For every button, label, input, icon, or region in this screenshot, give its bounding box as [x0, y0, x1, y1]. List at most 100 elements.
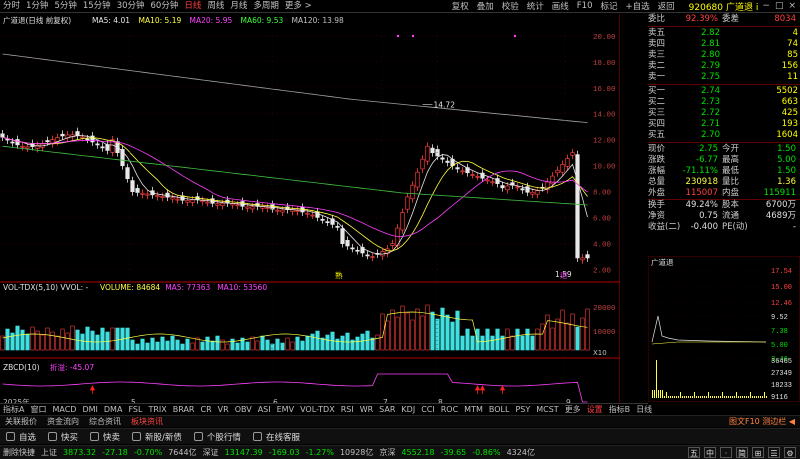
stat-label: 最高 — [722, 155, 740, 165]
indicator-tab[interactable]: MTM — [464, 405, 483, 414]
bid-row[interactable]: 买四 2.71 193 — [648, 119, 800, 130]
bid-row[interactable]: 买一 2.74 5502 — [648, 86, 800, 97]
indicator-tab[interactable]: 指标B — [608, 405, 631, 414]
indicator-tab[interactable]: KDJ — [401, 405, 416, 414]
top-tool-button[interactable]: 返回 — [657, 2, 675, 12]
period-tab[interactable]: 1分钟 — [26, 1, 49, 11]
f10-sidebar-toggle[interactable]: 图文F10 测边栏 ◀ — [728, 417, 795, 426]
indicator-tab[interactable]: 窗口 — [30, 405, 47, 414]
indicator-tab[interactable]: SAR — [379, 405, 396, 414]
period-tab[interactable]: 多周期 — [253, 1, 279, 11]
status-item[interactable]: 删除快捷 — [3, 448, 35, 457]
ask-volume: 74 — [787, 39, 798, 49]
close-icon[interactable]: × — [788, 1, 796, 11]
ask-row[interactable]: 卖一 2.75 11 — [648, 72, 800, 83]
indicator-tab[interactable]: BOLL — [488, 405, 510, 414]
toolbar-button[interactable]: 在线客服 — [247, 431, 306, 443]
indicator-tab[interactable]: EMV — [276, 405, 295, 414]
period-tab[interactable]: 分时 — [3, 1, 21, 11]
toolbar-button-label: 新股/新债 — [145, 432, 182, 443]
kline-chart-area[interactable]: 20.00 18.00 16.00 14.00 12.00 10.00 8.00 6.00 4.… — [0, 14, 620, 406]
period-tab[interactable]: 30分钟 — [116, 1, 145, 11]
bid-row[interactable]: 买三 2.72 425 — [648, 108, 800, 119]
toolbar-button[interactable]: 快买 — [42, 431, 84, 443]
status-toggle-button[interactable]: 中 — [704, 447, 716, 458]
indicator-tab[interactable]: MACD — [52, 405, 77, 414]
info-tab[interactable]: 资金流向 — [47, 417, 79, 426]
indicator-tab[interactable]: PSY — [515, 405, 531, 414]
indicator-tab[interactable]: OBV — [234, 405, 252, 414]
minimize-icon[interactable]: − — [762, 1, 770, 11]
indicator-tab[interactable]: 指标A — [3, 405, 25, 414]
indicator-tab[interactable]: RSI — [340, 405, 354, 414]
info-tab[interactable]: 板块资讯 — [131, 417, 163, 426]
indicator-tab[interactable]: MCST — [536, 405, 559, 414]
toolbar-button[interactable]: 快卖 — [84, 431, 126, 443]
toolbar-button[interactable]: 自选 — [0, 431, 42, 443]
period-tab[interactable]: 5分钟 — [54, 1, 77, 11]
indicator-tab[interactable]: FSL — [128, 405, 143, 414]
stat-value: -6.77 — [696, 155, 718, 165]
top-tool-button[interactable]: F10 — [576, 1, 593, 11]
top-tool-button[interactable]: 统计 — [526, 2, 544, 12]
status-toggle-button[interactable]: ☰ — [768, 447, 780, 458]
indicator-tab[interactable]: 更多 — [564, 405, 581, 414]
mini-volume-tick: 9116 — [771, 394, 788, 402]
toolbar-button[interactable]: 新股/新债 — [126, 431, 188, 443]
high-label: 14.72 — [434, 100, 456, 109]
mini-price-tick: 9.52 — [771, 314, 788, 322]
mini-price-tick: 12.46 — [771, 300, 792, 308]
bid-row[interactable]: 买二 2.73 663 — [648, 97, 800, 108]
indicator-tab[interactable]: ROC — [440, 405, 459, 414]
ask-row[interactable]: 卖二 2.79 156 — [648, 61, 800, 72]
status-toggle-button[interactable]: 简 — [736, 447, 748, 458]
ask-row[interactable]: 卖三 2.80 85 — [648, 50, 800, 61]
top-tool-button[interactable]: 画线 — [551, 2, 569, 12]
status-toggle-button[interactable]: ⊞ — [752, 447, 764, 458]
period-tab[interactable]: 月线 — [230, 1, 248, 11]
weibi-row: 委比 92.39% 委差 8034 — [648, 14, 800, 25]
period-tab[interactable]: 日线 — [184, 1, 202, 11]
indicator-tab[interactable]: CCI — [421, 405, 435, 414]
indicator-tab[interactable]: TRIX — [148, 405, 167, 414]
ask-row[interactable]: 卖五 2.82 4 — [648, 28, 800, 39]
indicator-tab[interactable]: CR — [200, 405, 212, 414]
volume-unit: X10 — [593, 349, 607, 357]
ask-label: 卖一 — [648, 72, 666, 82]
indicator-tab[interactable]: DMA — [103, 405, 123, 414]
toolbar-button[interactable]: 个股行情 — [188, 431, 247, 443]
period-tab[interactable]: 60分钟 — [150, 1, 179, 11]
info-tab[interactable]: 综合资讯 — [89, 417, 121, 426]
period-tab[interactable]: 更多 > — [284, 1, 312, 11]
status-toggle-button[interactable]: ⚙ — [784, 447, 796, 458]
price-tick: 6.00 — [593, 216, 612, 224]
top-tool-button[interactable]: 叠加 — [476, 2, 494, 12]
indicator-tab[interactable]: BRAR — [172, 405, 195, 414]
indicator-tab[interactable]: ASI — [257, 405, 271, 414]
info-tab[interactable]: 关联报价 — [5, 417, 37, 426]
indicator-tab[interactable]: WR — [359, 405, 374, 414]
stat-value: 49.24% — [685, 200, 718, 210]
bid-row[interactable]: 买五 2.70 1604 — [648, 130, 800, 141]
maximize-icon[interactable]: □ — [774, 1, 784, 11]
indicator-tab[interactable]: VR — [217, 405, 229, 414]
period-tab[interactable]: 15分钟 — [82, 1, 111, 11]
status-toggle-button[interactable]: 五 — [688, 447, 700, 458]
indicator-tab[interactable]: DMI — [82, 405, 98, 414]
ask-label: 卖三 — [648, 50, 666, 60]
top-tool-button[interactable]: 标记 — [600, 2, 618, 12]
indicator-tab[interactable]: 设置 — [586, 405, 603, 414]
top-tool-button[interactable]: +自选 — [625, 2, 650, 12]
bid-price: 2.72 — [701, 108, 720, 118]
ask-row[interactable]: 卖四 2.81 74 — [648, 39, 800, 50]
price-tick: 4.00 — [593, 242, 612, 250]
mini-volume-tick: 18233 — [771, 382, 792, 390]
top-tool-button[interactable]: 复权 — [451, 2, 469, 12]
indicator-tab[interactable]: VOL-TDX — [300, 405, 335, 414]
status-toggle-button[interactable]: · — [720, 447, 732, 458]
delist-mark: 退 — [560, 271, 568, 280]
bid-volume: 663 — [781, 97, 798, 107]
period-tab[interactable]: 周线 — [207, 1, 225, 11]
top-tool-button[interactable]: 校验 — [501, 2, 519, 12]
